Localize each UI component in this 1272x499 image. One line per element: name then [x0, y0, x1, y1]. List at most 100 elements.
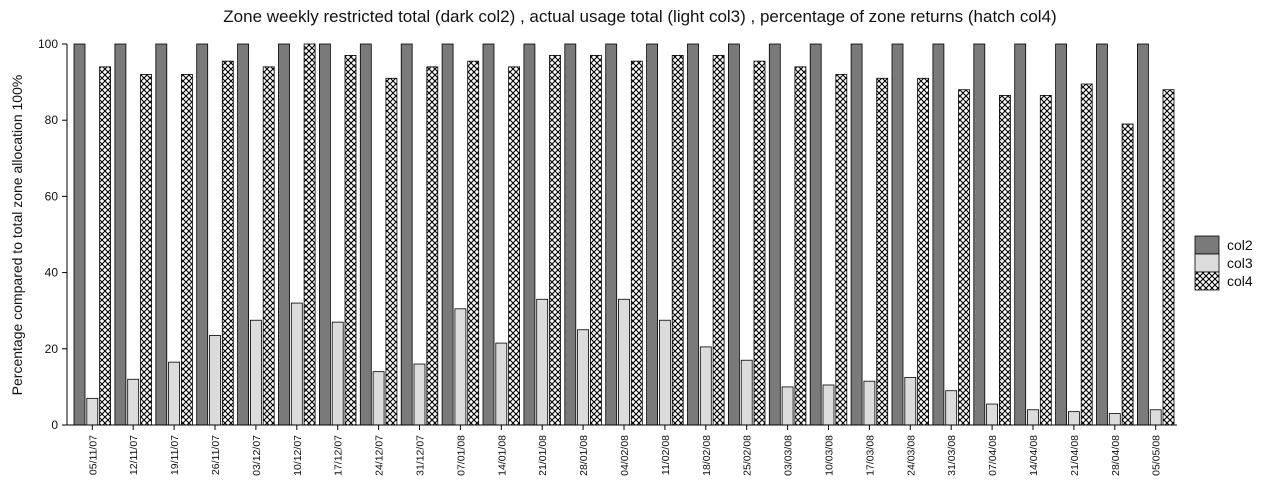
x-tick-label-16: 25/02/08	[742, 435, 754, 476]
bar-col3-3	[209, 335, 221, 426]
x-tick-label-19: 17/03/08	[864, 435, 876, 476]
y-tick-label-40: 40	[45, 266, 59, 280]
x-tick-label-25: 28/04/08	[1110, 435, 1122, 476]
bar-col3-16	[740, 359, 753, 426]
y-tick-label-0: 0	[51, 418, 58, 432]
bar-col2-26	[1137, 43, 1149, 426]
x-tick-label-21: 31/03/08	[946, 435, 958, 476]
bar-col4-7	[385, 77, 398, 426]
bar-col4-10	[508, 66, 521, 426]
x-tick-label-23: 14/04/08	[1028, 435, 1040, 476]
bar-col4-21	[958, 89, 970, 426]
y-tick-label-80: 80	[45, 113, 59, 127]
bar-col2-17	[768, 43, 781, 426]
x-tick-label-8: 31/12/07	[415, 435, 427, 476]
bar-col4-14	[671, 55, 684, 426]
bar-col3-0	[86, 397, 99, 426]
bar-col3-13	[618, 298, 630, 426]
bar-col3-2	[168, 361, 181, 426]
legend-swatch-col2	[1194, 235, 1220, 255]
bar-col2-14	[646, 43, 658, 426]
bar-col4-25	[1121, 123, 1134, 426]
y-tick-label-100: 100	[38, 37, 58, 51]
bar-col4-16	[753, 60, 766, 426]
bar-col3-4	[249, 319, 262, 426]
bar-col2-16	[728, 43, 740, 426]
x-tick-label-0: 05/11/07	[87, 435, 99, 475]
x-tick-label-2: 19/11/07	[169, 435, 181, 475]
bar-col4-6	[344, 55, 357, 426]
bar-col2-19	[850, 43, 863, 426]
x-tick-label-14: 11/02/08	[660, 435, 672, 475]
legend-swatch-col4	[1194, 271, 1220, 291]
bar-col4-20	[917, 77, 929, 426]
x-tick-label-1: 12/11/07	[128, 435, 140, 475]
x-tick-label-22: 07/04/08	[987, 435, 999, 476]
bar-col4-9	[467, 60, 480, 426]
legend-label-col3: col3	[1227, 255, 1253, 271]
x-tick-label-6: 17/12/07	[333, 435, 345, 476]
bar-col4-0	[99, 66, 111, 426]
bar-col3-26	[1149, 409, 1162, 426]
bar-col4-3	[221, 60, 234, 426]
bar-col4-2	[180, 74, 193, 426]
x-tick-label-10: 14/01/08	[496, 435, 508, 476]
bar-col2-13	[605, 43, 618, 426]
legend-label-col2: col2	[1227, 237, 1253, 253]
bar-col2-22	[973, 43, 986, 426]
bar-col2-5	[278, 43, 290, 426]
y-tick-label-20: 20	[45, 342, 59, 356]
bar-col3-17	[781, 386, 794, 426]
bar-col3-22	[986, 403, 998, 426]
bar-col3-12	[577, 329, 589, 426]
bar-col4-4	[262, 66, 275, 426]
x-tick-label-18: 10/03/08	[824, 435, 836, 476]
bar-col3-15	[699, 346, 712, 426]
bar-col4-23	[1039, 95, 1052, 426]
bar-col2-2	[155, 43, 168, 426]
bar-col3-18	[822, 384, 835, 426]
x-tick-label-13: 04/02/08	[619, 435, 631, 476]
bar-col3-6	[331, 321, 344, 426]
x-tick-label-15: 18/02/08	[701, 435, 713, 476]
x-tick-label-11: 21/01/08	[537, 435, 549, 476]
bar-col4-8	[426, 66, 439, 426]
x-tick-label-9: 07/01/08	[455, 435, 467, 476]
bar-col3-7	[372, 371, 385, 426]
bar-col2-6	[318, 43, 331, 426]
x-tick-label-12: 28/01/08	[578, 435, 590, 476]
bar-col3-14	[659, 319, 671, 426]
legend: col2 col3 col4	[1194, 235, 1253, 291]
plot-area: 05/11/07 12/11/07 19/11/07 26/11/07 03/12/07…	[38, 37, 1177, 476]
bar-col2-3	[196, 43, 209, 426]
chart-title: Zone weekly restricted total (dark col2)…	[223, 7, 1056, 26]
bar-col4-17	[794, 66, 807, 426]
bar-col4-18	[835, 74, 848, 426]
bar-col2-11	[523, 43, 536, 426]
x-tick-label-20: 24/03/08	[905, 435, 917, 476]
bar-col3-23	[1027, 409, 1039, 426]
bar-col2-18	[809, 43, 822, 426]
bar-col3-25	[1108, 413, 1121, 426]
bar-col2-23	[1014, 43, 1027, 426]
bar-col3-9	[454, 308, 467, 426]
bar-col4-15	[712, 55, 725, 426]
x-tick-label-7: 24/12/07	[374, 435, 386, 476]
bar-col3-21	[945, 390, 958, 426]
bar-col4-12	[590, 55, 602, 426]
x-tick-label-24: 21/04/08	[1069, 435, 1081, 476]
bar-col3-11	[536, 298, 549, 426]
bar-col2-7	[359, 43, 372, 426]
y-tick-label-60: 60	[45, 189, 59, 203]
bar-col2-24	[1055, 43, 1067, 426]
bar-col3-24	[1068, 411, 1080, 426]
x-tick-label-26: 05/05/08	[1151, 435, 1163, 476]
bar-col2-21	[932, 43, 945, 426]
bar-col3-8	[413, 363, 426, 426]
bar-col4-13	[630, 60, 643, 426]
bar-col3-5	[290, 302, 303, 426]
x-tick-label-5: 10/12/07	[292, 435, 304, 476]
bar-col4-11	[549, 55, 561, 426]
bar-col2-8	[400, 43, 413, 426]
